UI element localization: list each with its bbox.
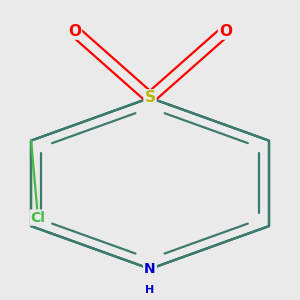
Text: S: S [145,90,155,105]
Text: N: N [144,262,156,276]
Text: H: H [146,285,154,295]
Text: O: O [219,24,232,39]
Text: O: O [68,24,81,39]
Text: Cl: Cl [31,211,45,225]
